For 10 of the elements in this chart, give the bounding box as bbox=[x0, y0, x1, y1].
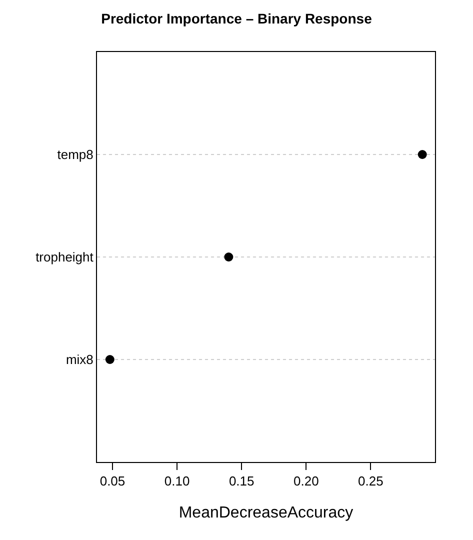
chart-title: Predictor Importance – Binary Response bbox=[101, 10, 372, 26]
y-tick-label: temp8 bbox=[57, 147, 94, 162]
x-tick-label: 0.15 bbox=[228, 474, 254, 489]
x-tick-label: 0.20 bbox=[293, 474, 319, 489]
y-tick-label: tropheight bbox=[36, 250, 94, 265]
x-tick-label: 0.05 bbox=[100, 474, 126, 489]
x-tick-label: 0.25 bbox=[358, 474, 384, 489]
x-tick-label: 0.10 bbox=[164, 474, 190, 489]
y-tick-label: mix8 bbox=[66, 352, 94, 368]
x-axis-title: MeanDecreaseAccuracy bbox=[178, 504, 354, 522]
